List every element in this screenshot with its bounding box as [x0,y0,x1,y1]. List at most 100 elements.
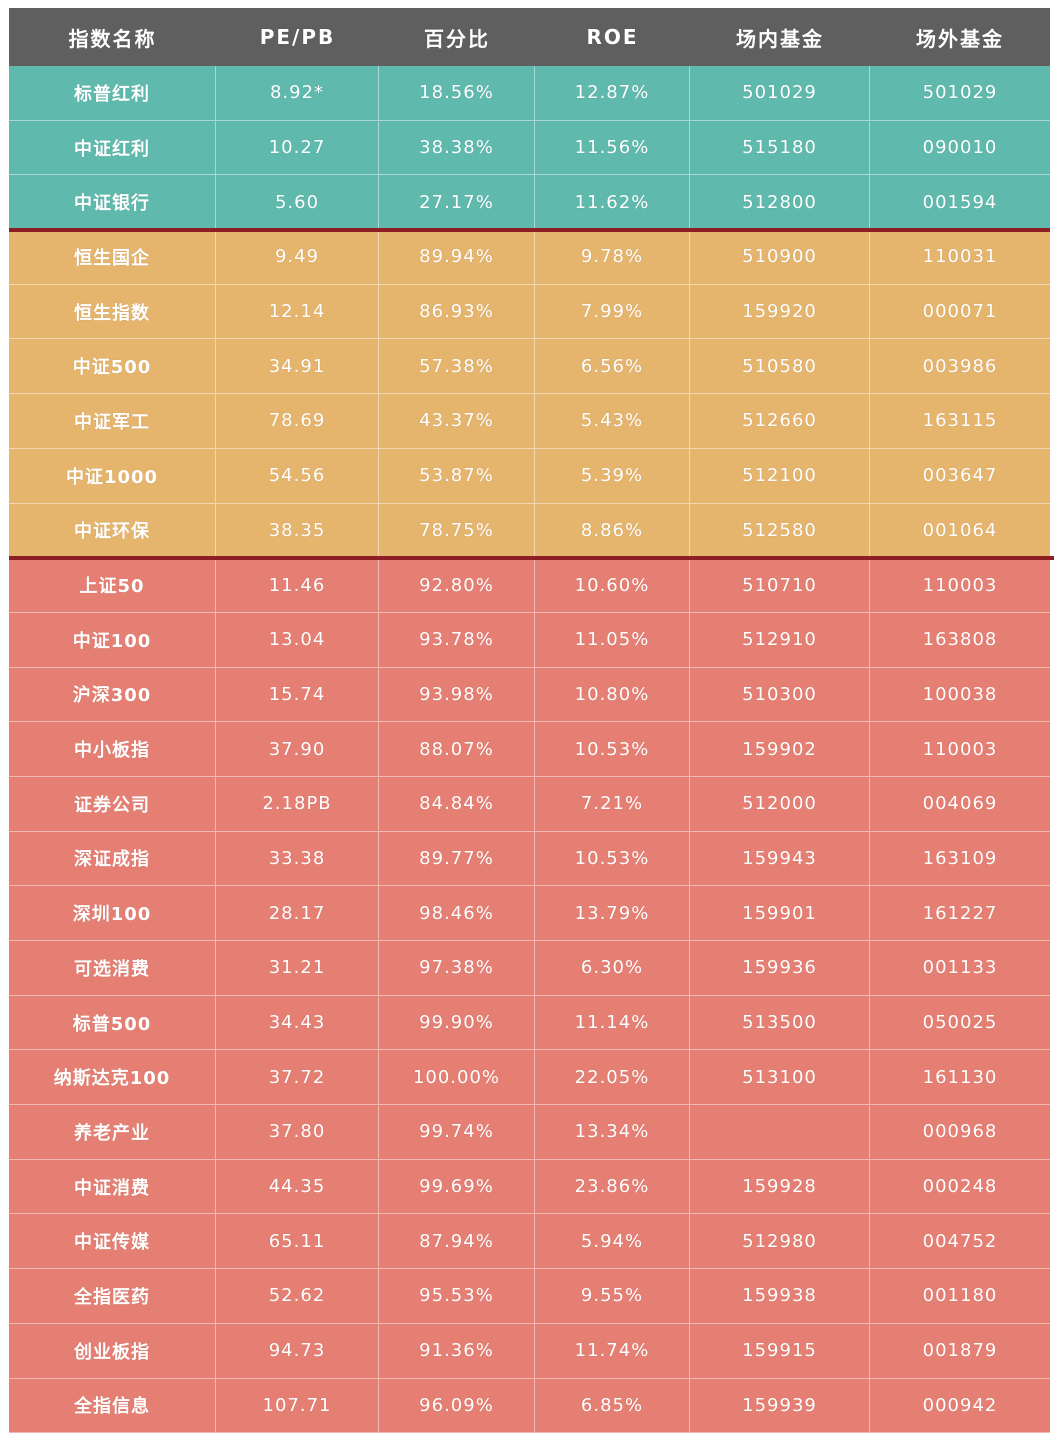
percentile-cell: 86.93% [379,284,535,340]
table-row: 中证军工 78.69 43.37% 5.43% 512660 163115 [9,394,1050,449]
index-name-cell: 中证100 [9,612,216,668]
index-name-cell: 中证银行 [9,175,216,231]
offexchange-fund-cell: 003986 [870,339,1050,395]
roe-cell: 9.55% [535,1269,690,1324]
onexchange-fund-cell: 512800 [690,175,870,231]
pe-pb-cell: 15.74 [216,667,379,723]
pe-pb-cell: 12.14 [216,284,379,340]
index-name-cell: 全指信息 [9,1378,216,1434]
offexchange-fund-cell: 163115 [870,394,1050,449]
percentile-cell: 43.37% [379,394,535,449]
offexchange-fund-cell: 163808 [870,613,1050,668]
index-name-cell: 创业板指 [9,1323,216,1379]
offexchange-fund-cell: 161130 [870,1050,1050,1106]
header-offexchange-fund: 场外基金 [916,26,1004,51]
roe-cell: 23.86% [535,1159,690,1215]
onexchange-fund-cell: 510900 [690,230,870,285]
onexchange-fund-cell: 512910 [690,612,870,668]
pe-pb-cell: 37.80 [216,1105,379,1160]
group-divider-line [9,556,1054,561]
table-row: 养老产业 37.80 99.74% 13.34% 000968 [9,1105,1050,1160]
percentile-cell: 18.56% [379,66,535,121]
roe-cell: 6.30% [535,941,690,996]
pe-pb-cell: 37.90 [216,722,379,777]
offexchange-fund-cell: 110003 [870,558,1050,613]
onexchange-fund-cell: 515180 [690,120,870,176]
index-name-cell: 沪深300 [9,667,216,723]
offexchange-fund-cell: 110003 [870,722,1050,777]
header-percentile: 百分比 [424,26,490,51]
table-row: 中证1000 54.56 53.87% 5.39% 512100 003647 [9,448,1050,504]
offexchange-fund-cell: 000942 [870,1379,1050,1434]
index-name-cell: 深圳100 [9,886,216,941]
pe-pb-cell: 33.38 [216,831,379,887]
table-row: 纳斯达克100 37.72 100.00% 22.05% 513100 161130 [9,1050,1050,1106]
table-row: 全指医药 52.62 95.53% 9.55% 159938 001180 [9,1269,1050,1324]
offexchange-fund-cell: 161227 [870,886,1050,941]
index-name-cell: 深证成指 [9,831,216,887]
index-name-cell: 中证军工 [9,394,216,449]
onexchange-fund-cell: 159920 [690,284,870,340]
offexchange-fund-cell: 001594 [870,175,1050,231]
roe-cell: 12.87% [535,66,690,121]
pe-pb-cell: 10.27 [216,120,379,176]
index-name-cell: 中证环保 [9,503,216,559]
group-divider-line [9,228,1050,233]
roe-cell: 22.05% [535,1050,690,1106]
percentile-cell: 84.84% [379,776,535,832]
roe-cell: 9.78% [535,230,690,285]
onexchange-fund-cell: 159902 [690,722,870,777]
index-name-cell: 全指医药 [9,1269,216,1324]
index-name-cell: 恒生国企 [9,230,216,285]
pe-pb-cell: 44.35 [216,1159,379,1215]
index-name-cell: 中证传媒 [9,1214,216,1270]
roe-cell: 6.85% [535,1378,690,1434]
roe-cell: 11.14% [535,995,690,1051]
percentile-cell: 93.98% [379,667,535,723]
index-name-cell: 恒生指数 [9,284,216,340]
offexchange-fund-cell: 000248 [870,1160,1050,1215]
roe-cell: 13.79% [535,886,690,941]
onexchange-fund-cell: 159928 [690,1159,870,1215]
percentile-cell: 100.00% [379,1050,535,1106]
pe-pb-cell: 31.21 [216,941,379,996]
roe-cell: 7.21% [535,776,690,832]
percentile-cell: 96.09% [379,1378,535,1434]
index-name-cell: 中证红利 [9,120,216,176]
table-row: 中证消费 44.35 99.69% 23.86% 159928 000248 [9,1159,1050,1215]
onexchange-fund-cell: 510300 [690,667,870,723]
onexchange-fund-cell: 159938 [690,1269,870,1324]
table-row: 深证成指 33.38 89.77% 10.53% 159943 163109 [9,831,1050,887]
offexchange-fund-cell: 501029 [870,66,1050,121]
pe-pb-cell: 13.04 [216,612,379,668]
onexchange-fund-cell: 159943 [690,831,870,887]
roe-cell: 10.53% [535,831,690,887]
roe-cell: 6.56% [535,339,690,395]
table-row: 中证环保 38.35 78.75% 8.86% 512580 001064 [9,503,1050,559]
table-row: 沪深300 15.74 93.98% 10.80% 510300 100038 [9,667,1050,723]
onexchange-fund-cell: 501029 [690,66,870,121]
table-row: 中证100 13.04 93.78% 11.05% 512910 163808 [9,612,1050,668]
table-header-row: 指数名称 PE/PB 百分比 ROE 场内基金 场外基金 [9,8,1050,66]
pe-pb-cell: 37.72 [216,1050,379,1106]
roe-cell: 11.56% [535,120,690,176]
offexchange-fund-cell: 163109 [870,832,1050,887]
percentile-cell: 89.77% [379,831,535,887]
table-row: 可选消费 31.21 97.38% 6.30% 159936 001133 [9,941,1050,996]
table-row: 中小板指 37.90 88.07% 10.53% 159902 110003 [9,722,1050,777]
index-name-cell: 纳斯达克100 [9,1050,216,1106]
percentile-cell: 88.07% [379,722,535,777]
pe-pb-cell: 107.71 [216,1378,379,1434]
roe-cell: 5.43% [535,394,690,449]
index-name-cell: 中小板指 [9,722,216,777]
offexchange-fund-cell: 004069 [870,777,1050,832]
offexchange-fund-cell: 001133 [870,941,1050,996]
offexchange-fund-cell: 000071 [870,285,1050,340]
table-row: 全指信息 107.71 96.09% 6.85% 159939 000942 [9,1378,1050,1434]
offexchange-fund-cell: 050025 [870,996,1050,1051]
table-row: 中证500 34.91 57.38% 6.56% 510580 003986 [9,339,1050,395]
index-valuation-table: 指数名称 PE/PB 百分比 ROE 场内基金 场外基金 标普红利 8.92* 18… [9,8,1054,1434]
index-name-cell: 上证50 [9,558,216,613]
pe-pb-cell: 94.73 [216,1323,379,1379]
pe-pb-cell: 9.49 [216,230,379,285]
